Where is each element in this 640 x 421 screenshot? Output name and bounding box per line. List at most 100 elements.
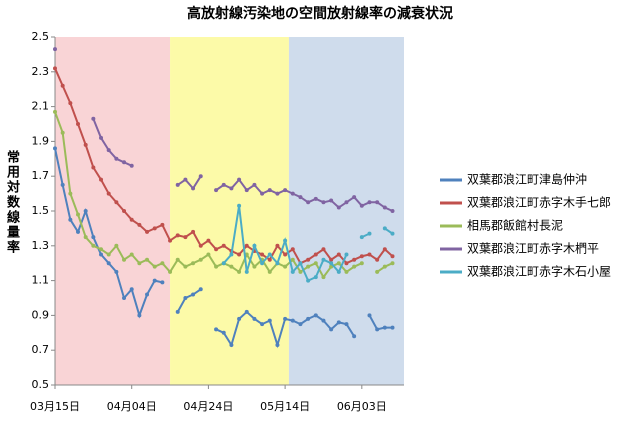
y-tick-label: 0.7: [32, 343, 50, 356]
point: [214, 327, 219, 332]
point: [336, 320, 341, 325]
point: [106, 191, 111, 196]
point: [137, 261, 142, 266]
point: [313, 261, 318, 266]
point: [237, 177, 242, 182]
background-band: [55, 37, 171, 385]
point: [237, 269, 242, 274]
point: [252, 182, 257, 187]
point: [344, 322, 349, 327]
point: [382, 247, 387, 252]
point: [252, 316, 257, 321]
point: [60, 83, 65, 88]
point: [298, 269, 303, 274]
point: [375, 257, 380, 262]
point: [359, 254, 364, 259]
point: [53, 146, 57, 151]
point: [168, 269, 173, 274]
point: [221, 182, 226, 187]
point: [283, 264, 288, 269]
point: [60, 130, 65, 135]
point: [283, 238, 288, 243]
point: [306, 316, 311, 321]
point: [336, 252, 341, 257]
point: [206, 252, 211, 257]
point: [99, 247, 104, 252]
point: [221, 330, 226, 335]
point: [344, 200, 349, 205]
point: [99, 252, 104, 257]
point: [60, 182, 65, 187]
point: [260, 322, 265, 327]
point: [137, 222, 142, 227]
point: [267, 252, 272, 257]
point: [275, 342, 280, 347]
point: [390, 209, 395, 213]
point: [76, 229, 81, 234]
point: [382, 264, 387, 269]
point: [91, 116, 96, 121]
point: [313, 252, 318, 257]
point: [91, 165, 96, 170]
point: [275, 191, 280, 196]
point: [122, 160, 127, 165]
point: [290, 269, 295, 274]
point: [68, 101, 73, 106]
point: [313, 196, 318, 201]
point: [336, 205, 341, 210]
background-band: [288, 37, 404, 385]
point: [252, 264, 257, 269]
point: [237, 203, 242, 208]
point: [306, 278, 311, 283]
y-tick-label: 0.9: [32, 308, 50, 321]
point: [321, 275, 326, 280]
point: [329, 261, 334, 266]
point: [313, 313, 318, 318]
x-tick-label: 04月24日: [183, 400, 233, 413]
point: [99, 177, 104, 182]
point: [198, 287, 203, 292]
point: [359, 261, 364, 266]
point: [214, 247, 219, 252]
point: [221, 243, 226, 248]
point: [160, 261, 165, 266]
point: [352, 257, 357, 262]
point: [260, 261, 265, 266]
y-tick-label: 1.1: [32, 274, 50, 287]
point: [244, 188, 249, 193]
point: [329, 327, 334, 332]
point: [76, 122, 81, 126]
point: [221, 261, 226, 266]
point: [198, 243, 203, 248]
point: [152, 278, 157, 283]
point: [390, 325, 395, 330]
chart-title: 高放射線汚染地の空間放射線率の減衰状況: [187, 5, 453, 22]
point: [152, 264, 157, 269]
point: [352, 195, 357, 200]
point: [237, 316, 242, 321]
point: [306, 257, 311, 262]
legend-label: 相馬郡飯館村長泥: [467, 218, 563, 233]
point: [229, 252, 234, 257]
point: [91, 243, 96, 248]
point: [129, 163, 134, 168]
point: [229, 186, 234, 191]
point: [114, 269, 119, 274]
point: [367, 200, 372, 205]
point: [214, 188, 219, 193]
point: [53, 109, 57, 114]
point: [267, 257, 272, 262]
point: [229, 342, 234, 347]
point: [244, 309, 249, 314]
point: [306, 264, 311, 269]
point: [336, 261, 341, 266]
background-band: [170, 37, 289, 385]
point: [283, 316, 288, 321]
point: [321, 318, 326, 323]
point: [244, 243, 249, 248]
y-tick-label: 1.5: [32, 204, 50, 217]
point: [145, 292, 150, 297]
point: [175, 233, 180, 238]
point: [152, 226, 157, 231]
point: [390, 254, 395, 259]
